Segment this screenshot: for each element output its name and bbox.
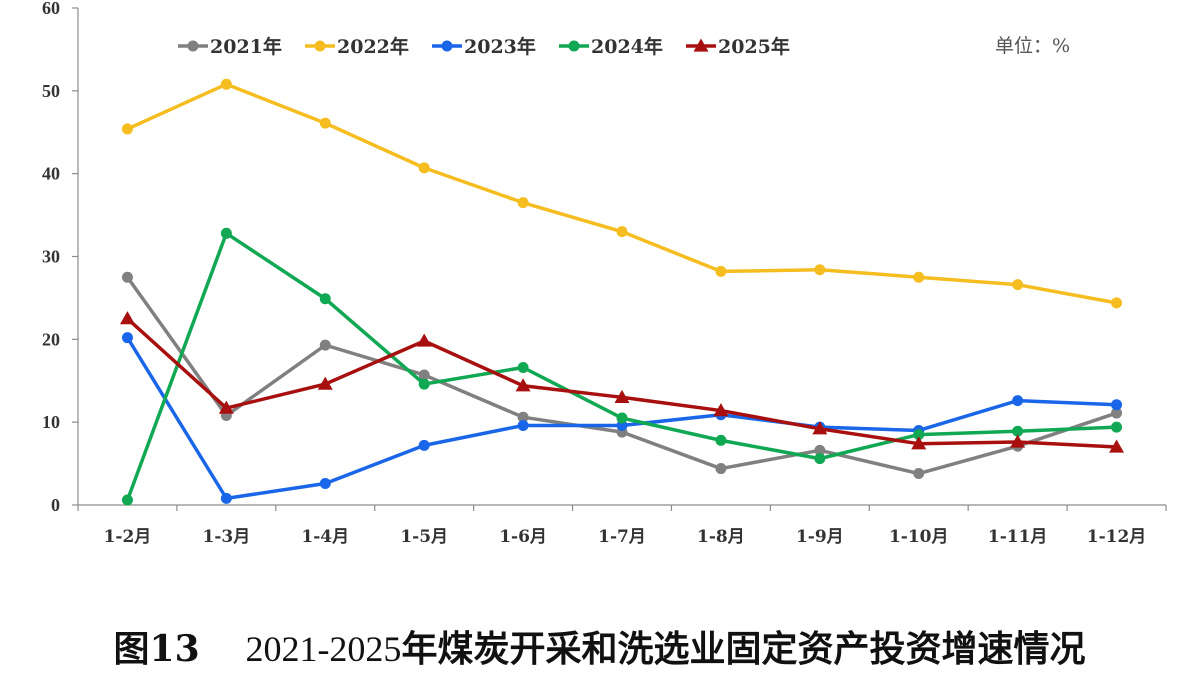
series-line <box>126 82 1117 305</box>
y-tick-label: 30 <box>42 247 60 267</box>
data-point <box>1010 434 1026 448</box>
y-tick-labels: 0 10 20 30 40 50 60 <box>42 0 60 515</box>
data-point <box>814 264 826 276</box>
data-point <box>416 333 432 347</box>
data-point <box>418 369 430 381</box>
y-tick-label: 50 <box>42 81 60 101</box>
data-point <box>812 421 828 435</box>
x-tick-label: 1-9月 <box>796 527 844 547</box>
series-1 <box>121 78 1123 309</box>
data-point <box>418 162 430 174</box>
data-point <box>715 463 727 475</box>
x-tick-label: 1-7月 <box>598 527 646 547</box>
legend-label: 2025年 <box>718 35 790 58</box>
data-point <box>319 477 331 489</box>
legend-marker <box>693 38 709 52</box>
legend-item: 2022年 <box>305 35 409 58</box>
legend-label: 2023年 <box>464 35 536 58</box>
y-tick-label: 10 <box>42 412 60 432</box>
y-tick-label: 20 <box>42 329 60 349</box>
x-tick-label: 1-10月 <box>889 527 949 547</box>
y-tick-label: 60 <box>42 0 60 18</box>
legend-marker <box>441 40 453 52</box>
legend-item: 2023年 <box>432 35 536 58</box>
data-point <box>715 265 727 277</box>
data-point <box>121 494 133 506</box>
legend-item: 2021年 <box>178 35 282 58</box>
data-point <box>1111 407 1123 419</box>
data-point <box>517 197 529 209</box>
data-point <box>218 400 234 414</box>
data-point <box>515 378 531 392</box>
x-tick-label: 1-2月 <box>104 527 152 547</box>
data-point <box>1111 399 1123 411</box>
x-tick-label: 1-12月 <box>1087 527 1147 547</box>
series-4 <box>119 311 1125 453</box>
data-point <box>616 412 628 424</box>
x-tick-label: 1-4月 <box>301 527 349 547</box>
legend-label: 2021年 <box>210 35 282 58</box>
data-point <box>1111 297 1123 309</box>
legend-marker <box>568 40 580 52</box>
data-point <box>1012 279 1024 291</box>
x-tick-label: 1-6月 <box>499 527 547 547</box>
data-point <box>715 434 727 446</box>
unit-label: 单位：% <box>995 35 1070 57</box>
data-point <box>616 226 628 238</box>
data-point <box>814 453 826 465</box>
data-point <box>517 419 529 431</box>
data-point <box>1111 421 1123 433</box>
x-tick-label: 1-8月 <box>697 527 745 547</box>
series-layer <box>119 78 1125 506</box>
legend-item: 2024年 <box>559 35 663 58</box>
data-point <box>1012 395 1024 407</box>
legend-label: 2022年 <box>337 35 409 58</box>
data-point <box>814 444 826 456</box>
data-point <box>121 271 133 283</box>
data-point <box>418 378 430 390</box>
data-point <box>317 376 333 390</box>
figure-number: 图13 <box>113 628 200 670</box>
data-point <box>121 123 133 135</box>
data-point <box>319 339 331 351</box>
data-point <box>121 332 133 344</box>
data-point <box>913 271 925 283</box>
y-tick-label: 40 <box>42 164 60 184</box>
data-point <box>713 403 729 417</box>
data-point <box>913 429 925 441</box>
caption-range: 2021-2025 <box>245 629 402 669</box>
legend-marker <box>314 40 326 52</box>
data-point <box>517 361 529 373</box>
data-point <box>1012 425 1024 437</box>
data-point <box>614 389 630 403</box>
y-tick-label: 0 <box>51 495 60 515</box>
legend: 2021年 2022年 2023年 2024年 2025年 <box>178 35 790 58</box>
data-point <box>319 117 331 129</box>
data-point <box>911 436 927 450</box>
data-point <box>319 293 331 305</box>
data-point <box>220 78 232 90</box>
x-tick-labels: 1-2月 1-3月 1-4月 1-5月 1-6月 1-7月 1-8月 1-9月 1-10月 1-1… <box>104 527 1147 547</box>
axes <box>72 7 1167 511</box>
data-point <box>517 411 529 423</box>
data-point <box>220 492 232 504</box>
series-3 <box>121 227 1123 506</box>
series-0 <box>121 271 1123 480</box>
legend-item: 2025年 <box>686 35 790 58</box>
data-point <box>913 468 925 480</box>
x-tick-label: 1-11月 <box>988 527 1048 547</box>
x-tick-label: 1-3月 <box>203 527 251 547</box>
data-point <box>220 227 232 239</box>
x-tick-label: 1-5月 <box>400 527 448 547</box>
legend-marker <box>187 40 199 52</box>
caption-title: 年煤炭开采和洗选业固定资产投资增速情况 <box>401 628 1086 670</box>
data-point <box>1109 439 1125 453</box>
data-point <box>418 439 430 451</box>
figure-caption: 图13 2021-2025年煤炭开采和洗选业固定资产投资增速情况 <box>0 620 1199 672</box>
data-point <box>119 311 135 325</box>
legend-label: 2024年 <box>591 35 663 58</box>
